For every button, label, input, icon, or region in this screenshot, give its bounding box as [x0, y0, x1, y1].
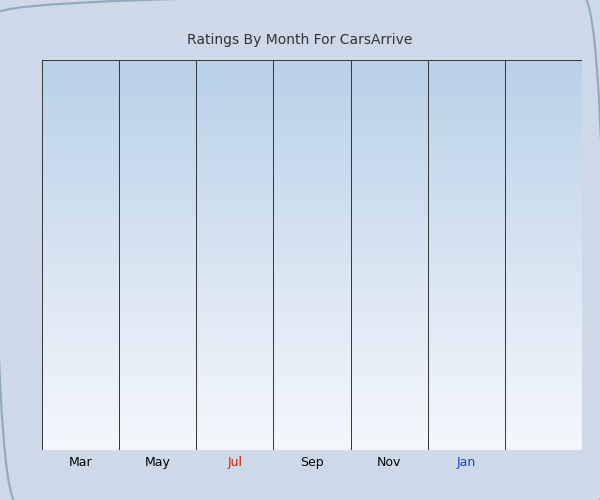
Text: Ratings By Month For CarsArrive: Ratings By Month For CarsArrive — [187, 33, 413, 47]
